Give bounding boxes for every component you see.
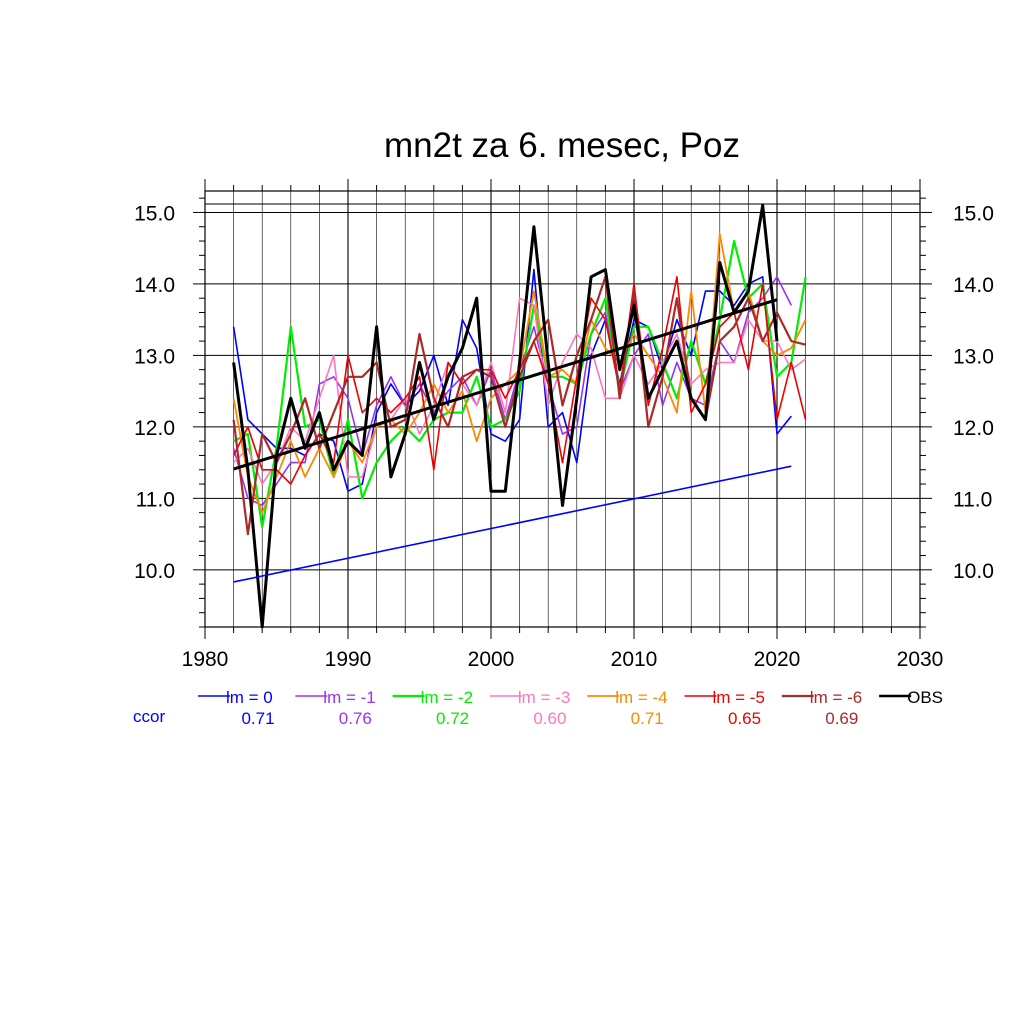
x-tick-label: 2010: [611, 648, 658, 671]
legend-label-7: OBS: [907, 688, 943, 707]
x-tick-label: 2030: [897, 648, 944, 671]
y-tick-label-left: 15.0: [134, 202, 175, 225]
legend-layer: ccor lm = 0 0.71 lm = -1 0.76 lm = -2 0.72 lm =…: [133, 688, 943, 728]
ccor-value-0: 0.71: [241, 709, 274, 728]
legend-label-1: lm = -1: [323, 688, 375, 707]
y-tick-label-right: 10.0: [953, 560, 994, 583]
legend-label-2: lm = -2: [421, 688, 473, 707]
x-tick-label: 1980: [182, 648, 229, 671]
series-layer: [232, 203, 807, 629]
x-tick-label: 2020: [754, 648, 801, 671]
plot-frame: [204, 190, 921, 628]
x-tick-label: 1990: [325, 648, 372, 671]
y-tick-label-left: 13.0: [134, 345, 175, 368]
x-tick-label: 2000: [468, 648, 515, 671]
y-tick-label-right: 11.0: [953, 488, 992, 511]
ccor-label: ccor: [133, 707, 165, 726]
ccor-value-1: 0.76: [339, 709, 372, 728]
legend-label-4: lm = -4: [615, 688, 667, 707]
ccor-value-2: 0.72: [436, 709, 469, 728]
series-line-6: [232, 275, 806, 536]
legend-label-6: lm = -6: [810, 688, 862, 707]
axis-layer: 1980 1990 2000 2010 2020 2030 10.0 10.0 11.0 11.0…: [134, 179, 994, 671]
ccor-value-3: 0.60: [533, 709, 566, 728]
grid-layer: [205, 191, 920, 627]
ccor-value-6: 0.69: [825, 709, 858, 728]
y-tick-label-right: 12.0: [953, 417, 994, 440]
series-line-7: [232, 203, 779, 629]
legend-label-0: lm = 0: [226, 688, 273, 707]
y-tick-label-left: 12.0: [134, 417, 175, 440]
trend-line-0: [233, 298, 778, 471]
y-tick-label-right: 13.0: [953, 345, 994, 368]
legend-label-3: lm = -3: [518, 688, 570, 707]
trend-line-1: [233, 465, 792, 583]
legend-label-5: lm = -5: [713, 688, 765, 707]
ccor-value-4: 0.71: [631, 709, 664, 728]
y-tick-label-left: 14.0: [134, 274, 175, 297]
y-tick-label-right: 14.0: [953, 274, 994, 297]
frame-layer: [204, 190, 921, 628]
y-tick-label-left: 11.0: [136, 488, 175, 511]
y-tick-label-left: 10.0: [134, 560, 175, 583]
y-tick-label-right: 15.0: [953, 202, 994, 225]
ccor-value-5: 0.65: [728, 709, 761, 728]
chart-title: mn2t za 6. mesec, Poz: [384, 126, 740, 165]
series-line-1: [232, 276, 793, 507]
